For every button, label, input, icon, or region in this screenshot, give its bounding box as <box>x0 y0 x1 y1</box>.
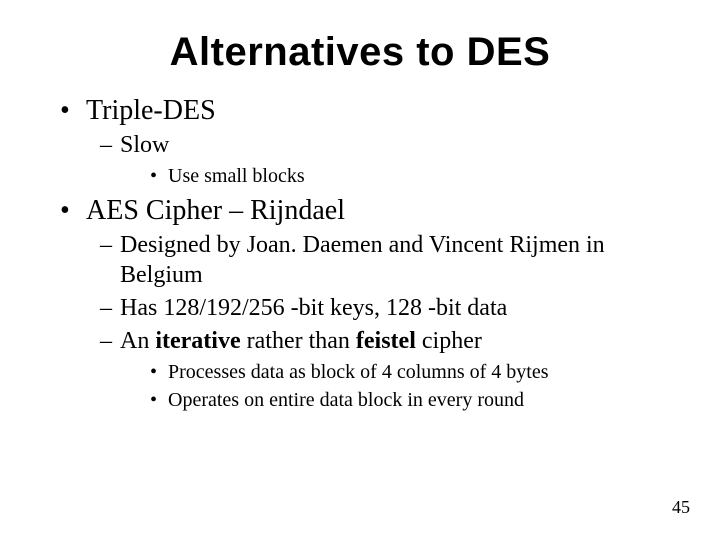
list-item-text: An <box>120 328 155 354</box>
list-item: Triple-DES Slow Use small blocks <box>60 93 670 189</box>
list-item-text: Processes data as block of 4 columns of … <box>168 361 548 383</box>
slide: Alternatives to DES Triple-DES Slow Use … <box>0 0 720 540</box>
list-item: Slow Use small blocks <box>100 130 670 189</box>
slide-title: Alternatives to DES <box>50 30 670 75</box>
list-item-text: rather than <box>241 328 356 354</box>
list-item: Use small blocks <box>150 163 670 189</box>
list-item-text: cipher <box>416 328 482 354</box>
list-item-text: Has 128/192/256 -bit keys, 128 -bit data <box>120 295 507 321</box>
list-item: Operates on entire data block in every r… <box>150 387 670 413</box>
list-item-text: Use small blocks <box>168 165 305 187</box>
list-item-text: Triple-DES <box>86 95 216 126</box>
list-item-text: Designed by Joan. Daemen and Vincent Rij… <box>120 232 605 289</box>
bullet-list-level3: Use small blocks <box>120 163 670 189</box>
bullet-list-level2: Designed by Joan. Daemen and Vincent Rij… <box>86 230 670 413</box>
list-item: Processes data as block of 4 columns of … <box>150 359 670 385</box>
list-item-text: Operates on entire data block in every r… <box>168 389 524 411</box>
bold-text: feistel <box>356 328 416 354</box>
bullet-list-level1: Triple-DES Slow Use small blocks AES Cip… <box>50 93 670 413</box>
bullet-list-level2: Slow Use small blocks <box>86 130 670 189</box>
list-item: Designed by Joan. Daemen and Vincent Rij… <box>100 230 670 291</box>
list-item: AES Cipher – Rijndael Designed by Joan. … <box>60 193 670 413</box>
list-item-text: AES Cipher – Rijndael <box>86 195 345 226</box>
list-item-text: Slow <box>120 132 169 158</box>
list-item: An iterative rather than feistel cipher … <box>100 326 670 413</box>
list-item: Has 128/192/256 -bit keys, 128 -bit data <box>100 293 670 324</box>
bullet-list-level3: Processes data as block of 4 columns of … <box>120 359 670 413</box>
page-number: 45 <box>672 497 690 518</box>
bold-text: iterative <box>155 328 240 354</box>
